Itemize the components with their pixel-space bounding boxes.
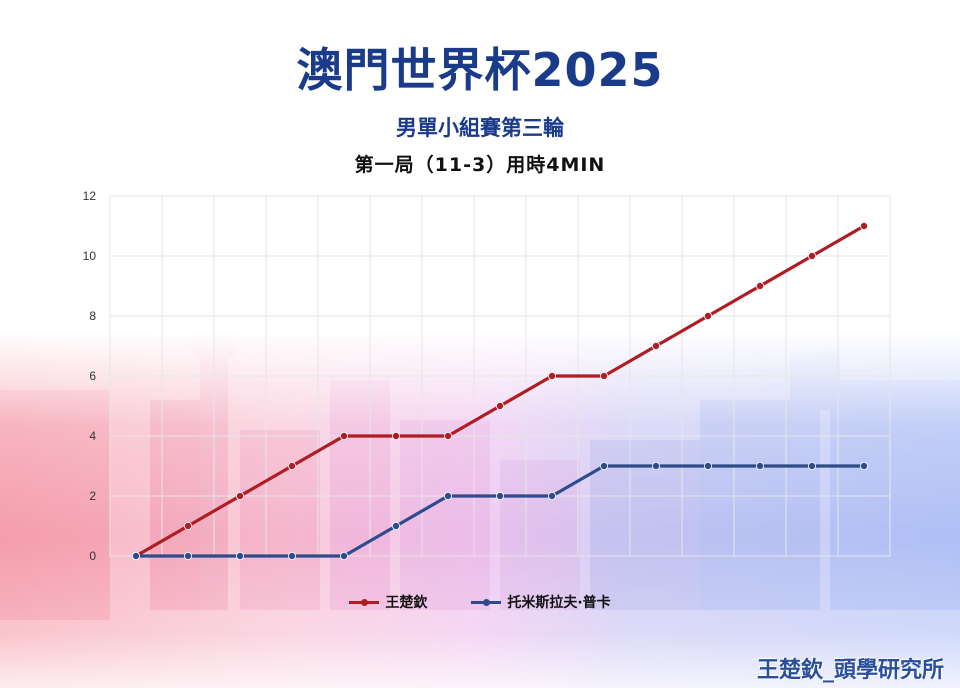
series-lines <box>135 224 865 558</box>
data-point-series2 <box>443 491 452 500</box>
data-point-series1 <box>548 371 557 380</box>
legend-label-series2: 托米斯拉夫·普卡 <box>507 595 611 611</box>
legend-item-series2: 托米斯拉夫·普卡 <box>471 592 611 612</box>
data-point-series2 <box>339 552 348 561</box>
series-points <box>131 221 869 561</box>
data-point-series1 <box>860 221 869 230</box>
data-point-series2 <box>756 461 765 470</box>
data-point-series2 <box>287 552 296 561</box>
legend-label-series1: 王楚欽 <box>385 595 428 611</box>
data-point-series1 <box>443 431 452 440</box>
data-point-series2 <box>495 491 504 500</box>
y-axis: 0 2 4 6 8 10 12 <box>83 189 97 563</box>
data-point-series1 <box>235 491 244 500</box>
series-line-1 <box>135 224 865 558</box>
data-point-series2 <box>391 522 400 531</box>
y-tick-label: 0 <box>89 549 96 563</box>
legend-swatch-series2 <box>471 596 502 608</box>
data-point-series2 <box>183 552 192 561</box>
data-point-series1 <box>339 431 348 440</box>
data-point-series2 <box>548 491 557 500</box>
data-point-series1 <box>183 522 192 531</box>
data-point-series2 <box>808 461 817 470</box>
game-info: 第一局（11-3）用時4MIN <box>354 154 606 176</box>
data-point-series1 <box>808 251 817 260</box>
legend-swatch-series1 <box>349 596 380 608</box>
y-tick-label: 2 <box>89 489 96 503</box>
y-tick-label: 10 <box>83 249 97 263</box>
data-point-series2 <box>652 461 661 470</box>
y-tick-label: 6 <box>89 369 96 383</box>
data-point-series1 <box>652 341 661 350</box>
data-point-series2 <box>235 552 244 561</box>
data-point-series2 <box>860 461 869 470</box>
y-tick-label: 8 <box>89 309 96 323</box>
legend-item-series1: 王楚欽 <box>349 592 427 612</box>
watermark-text: 王楚欽_頭學研究所 <box>756 658 944 683</box>
data-point-series1 <box>756 281 765 290</box>
data-point-series2 <box>704 461 713 470</box>
page-title: 澳門世界杯2025 <box>296 43 664 97</box>
series-line-2 <box>136 464 864 558</box>
data-point-series1 <box>600 371 609 380</box>
data-point-series1 <box>495 401 504 410</box>
data-point-series1 <box>391 431 400 440</box>
page-subtitle: 男單小組賽第三輪 <box>396 116 564 140</box>
data-point-series2 <box>131 552 140 561</box>
y-tick-label: 12 <box>83 189 97 203</box>
data-point-series1 <box>287 461 296 470</box>
chart-legend: 王楚欽 托米斯拉夫·普卡 <box>0 592 960 612</box>
data-point-series2 <box>600 461 609 470</box>
y-tick-label: 4 <box>89 429 96 443</box>
data-point-series1 <box>704 311 713 320</box>
